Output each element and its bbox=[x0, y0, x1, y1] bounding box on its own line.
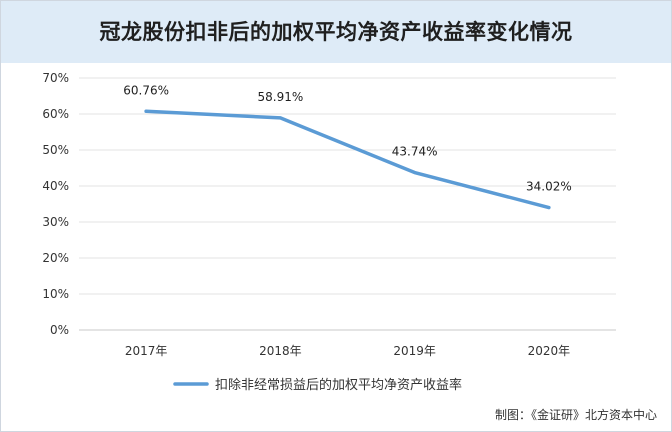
y-tick-label: 0% bbox=[50, 323, 69, 337]
x-tick-label: 2017年 bbox=[125, 344, 168, 358]
chart-title: 冠龙股份扣非后的加权平均净资产收益率变化情况 bbox=[99, 20, 573, 44]
data-point bbox=[278, 116, 282, 120]
y-axis: 0% 10% 20% 30% 40% 50% 60% 70% bbox=[42, 71, 69, 337]
y-tick-label: 20% bbox=[42, 251, 69, 265]
data-point bbox=[413, 171, 417, 175]
y-tick-label: 50% bbox=[42, 143, 69, 157]
source-credit: 制图：《金证研》北方资本中心 bbox=[494, 408, 657, 422]
legend-label: 扣除非经常损益后的加权平均净资产收益率 bbox=[215, 377, 462, 393]
series-line bbox=[144, 109, 551, 210]
y-tick-label: 60% bbox=[42, 107, 69, 121]
data-label: 43.74% bbox=[392, 145, 438, 159]
data-label: 58.91% bbox=[257, 90, 303, 104]
data-point bbox=[144, 109, 148, 113]
y-tick-label: 30% bbox=[42, 215, 69, 229]
y-tick-label: 70% bbox=[42, 71, 69, 85]
x-axis: 2017年 2018年 2019年 2020年 bbox=[125, 344, 570, 358]
x-tick-label: 2020年 bbox=[528, 344, 571, 358]
data-label: 60.76% bbox=[123, 83, 169, 97]
data-point bbox=[547, 206, 551, 210]
data-label: 34.02% bbox=[526, 180, 572, 194]
y-tick-label: 10% bbox=[42, 287, 69, 301]
gridlines bbox=[79, 77, 616, 331]
y-tick-label: 40% bbox=[42, 179, 69, 193]
title-bar bbox=[1, 1, 671, 63]
x-tick-label: 2019年 bbox=[393, 344, 436, 358]
plot-area: 60.76% 58.91% 43.74% 34.02% bbox=[123, 83, 572, 210]
x-tick-label: 2018年 bbox=[259, 344, 302, 358]
legend: 扣除非经常损益后的加权平均净资产收益率 bbox=[173, 377, 462, 393]
